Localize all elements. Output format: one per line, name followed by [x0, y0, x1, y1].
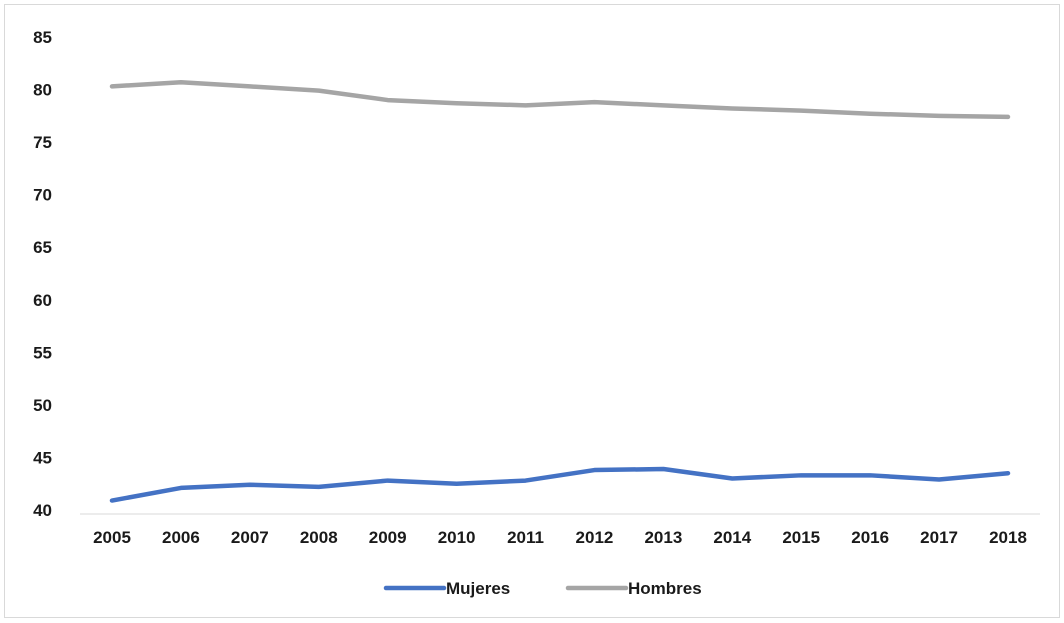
y-tick-label: 45 — [33, 448, 52, 467]
x-tick-label: 2006 — [162, 528, 200, 547]
legend-label-hombres: Hombres — [628, 579, 702, 598]
legend: Mujeres Hombres — [383, 579, 702, 598]
x-tick-label: 2012 — [576, 528, 614, 547]
x-axis-ticks: 2005 2006 2007 2008 2009 2010 2011 2012 2013 2014… — [93, 528, 1027, 547]
series-line-hombres — [109, 79, 1011, 120]
x-tick-label: 2011 — [507, 528, 544, 547]
x-tick-label: 2014 — [713, 528, 751, 547]
x-tick-label: 2010 — [438, 528, 476, 547]
x-tick-label: 2013 — [644, 528, 682, 547]
x-tick-label: 2008 — [300, 528, 338, 547]
x-tick-label: 2016 — [851, 528, 889, 547]
x-tick-label: 2018 — [989, 528, 1027, 547]
y-tick-label: 85 — [33, 28, 52, 47]
y-tick-label: 40 — [33, 501, 52, 520]
x-tick-label: 2015 — [782, 528, 820, 547]
y-axis-ticks: 40 45 50 55 60 65 70 75 80 85 — [33, 28, 52, 520]
series-lines — [109, 79, 1011, 503]
y-tick-label: 50 — [33, 396, 52, 415]
y-tick-label: 55 — [33, 343, 52, 362]
y-tick-label: 75 — [33, 133, 52, 152]
x-tick-label: 2005 — [93, 528, 131, 547]
x-tick-label: 2009 — [369, 528, 407, 547]
y-tick-label: 80 — [33, 81, 52, 100]
y-tick-label: 70 — [33, 186, 52, 205]
x-tick-label: 2017 — [920, 528, 958, 547]
y-tick-label: 65 — [33, 238, 52, 257]
series-line-mujeres — [109, 466, 1011, 503]
y-tick-label: 60 — [33, 291, 52, 310]
legend-label-mujeres: Mujeres — [446, 579, 510, 598]
x-tick-label: 2007 — [231, 528, 269, 547]
